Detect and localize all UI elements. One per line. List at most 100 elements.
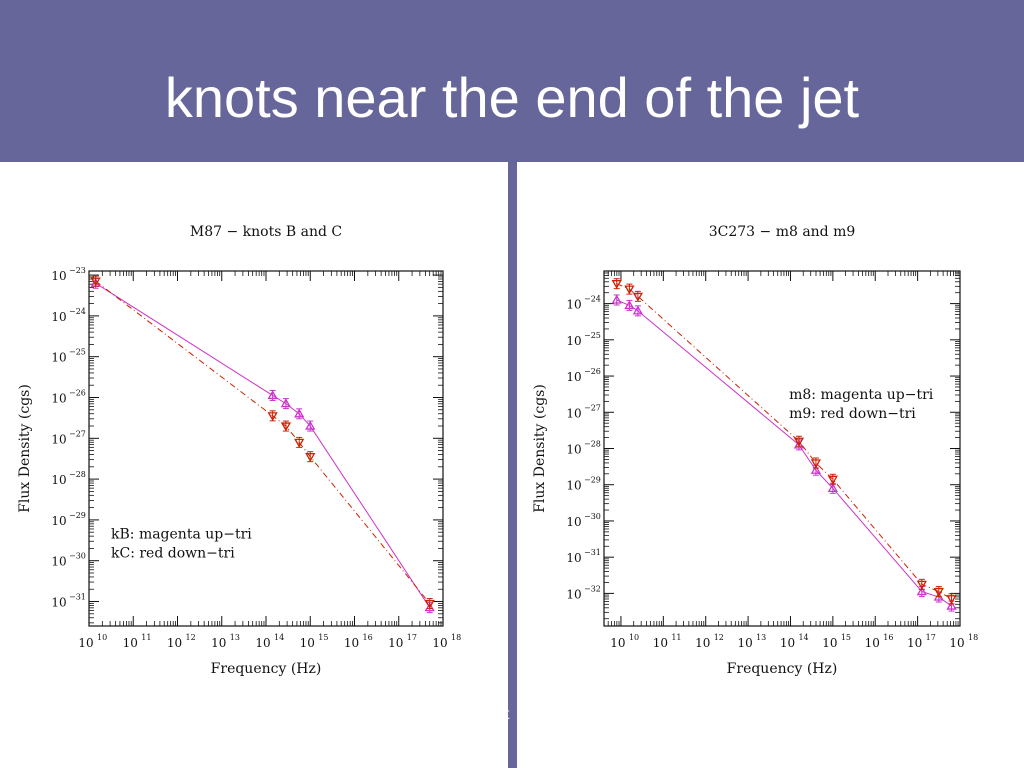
x-tick-label: 10 xyxy=(300,636,315,650)
data-point-down-tri xyxy=(933,587,944,597)
chart-title: 3C273 − m8 and m9 xyxy=(709,224,856,240)
y-tick-exponent: −32 xyxy=(584,584,601,593)
y-tick-label: 10 xyxy=(51,555,66,569)
x-tick-exponent: 11 xyxy=(141,633,151,642)
x-tick-exponent: 13 xyxy=(230,633,240,642)
y-tick-exponent: −29 xyxy=(69,511,86,520)
x-tick-exponent: 14 xyxy=(274,633,284,642)
x-tick-exponent: 12 xyxy=(714,633,724,642)
y-tick-label: 10 xyxy=(566,406,581,420)
data-point-down-tri xyxy=(90,277,101,287)
y-tick-label: 10 xyxy=(566,551,581,565)
slide-title: knots near the end of the jet xyxy=(164,66,860,129)
x-tick-exponent: 18 xyxy=(968,633,978,642)
data-point-up-tri xyxy=(793,439,805,449)
y-tick-label: 10 xyxy=(566,587,581,601)
data-point-up-tri xyxy=(827,483,838,492)
x-tick-label: 10 xyxy=(388,636,403,650)
y-tick-label: 10 xyxy=(51,514,66,528)
data-point-up-tri xyxy=(611,294,622,304)
x-tick-exponent: 11 xyxy=(671,633,681,642)
y-tick-exponent: −26 xyxy=(69,388,86,397)
x-tick-label: 10 xyxy=(737,636,752,650)
x-tick-label: 10 xyxy=(653,636,668,650)
x-tick-exponent: 13 xyxy=(756,633,766,642)
x-tick-label: 10 xyxy=(865,636,880,650)
x-tick-label: 10 xyxy=(167,636,182,650)
y-tick-exponent: −28 xyxy=(584,440,601,449)
y-tick-exponent: −31 xyxy=(584,548,601,557)
data-point-up-tri xyxy=(280,398,292,408)
y-axis-label: Flux Density (cgs) xyxy=(532,384,548,513)
x-tick-label: 10 xyxy=(949,636,964,650)
data-point-down-tri xyxy=(827,475,838,485)
series-line-1 xyxy=(95,280,431,604)
x-tick-exponent: 18 xyxy=(451,633,461,642)
x-tick-label: 10 xyxy=(344,636,359,650)
data-point-down-tri xyxy=(946,595,957,605)
data-point-down-tri xyxy=(916,580,927,590)
x-tick-exponent: 17 xyxy=(407,633,417,642)
x-axis-label: Frequency (Hz) xyxy=(211,661,322,677)
data-point-down-tri xyxy=(624,285,635,295)
x-tick-exponent: 17 xyxy=(926,633,936,642)
y-tick-label: 10 xyxy=(51,391,66,405)
y-tick-label: 10 xyxy=(51,351,66,365)
series-line-0 xyxy=(95,282,431,608)
y-axis-label: Flux Density (cgs) xyxy=(17,384,33,513)
legend-entry: kC: red down−tri xyxy=(111,545,235,561)
x-tick-label: 10 xyxy=(695,636,710,650)
y-tick-exponent: −24 xyxy=(69,307,86,316)
slide-header: knots near the end of the jet xyxy=(0,0,1024,162)
y-tick-label: 10 xyxy=(566,370,581,384)
y-tick-exponent: −28 xyxy=(69,470,86,479)
x-tick-label: 10 xyxy=(432,636,447,650)
m87-knots-chart: M87 − knots B and C10 10 10 11 10 12 10 13 10 14 1… xyxy=(17,224,461,677)
y-tick-exponent: −25 xyxy=(69,348,86,357)
x-tick-exponent: 10 xyxy=(629,633,639,642)
y-tick-exponent: −23 xyxy=(69,266,86,275)
x-tick-label: 10 xyxy=(78,636,93,650)
data-point-down-tri xyxy=(305,453,316,462)
y-tick-label: 10 xyxy=(566,443,581,457)
y-tick-label: 10 xyxy=(51,596,66,610)
x-tick-exponent: 16 xyxy=(363,633,373,642)
x-tick-label: 10 xyxy=(610,636,625,650)
y-tick-label: 10 xyxy=(566,479,581,493)
plot-frame xyxy=(88,270,444,627)
y-tick-exponent: −24 xyxy=(584,295,601,304)
data-point-up-tri xyxy=(632,305,644,315)
data-point-up-tri xyxy=(624,300,635,310)
y-tick-label: 10 xyxy=(566,334,581,348)
x-tick-label: 10 xyxy=(123,636,138,650)
y-tick-label: 10 xyxy=(51,432,66,446)
data-point-up-tri xyxy=(946,600,957,610)
x-tick-exponent: 16 xyxy=(883,633,893,642)
x-tick-exponent: 12 xyxy=(186,633,196,642)
y-tick-label: 10 xyxy=(51,310,66,324)
data-point-down-tri xyxy=(632,292,644,302)
data-point-down-tri xyxy=(267,412,278,422)
series-line-1 xyxy=(616,283,952,600)
legend-entry: m9: red down−tri xyxy=(789,406,916,422)
y-tick-label: 10 xyxy=(566,298,581,312)
y-tick-exponent: −29 xyxy=(584,476,601,485)
x-tick-exponent: 15 xyxy=(841,633,851,642)
x-tick-exponent: 14 xyxy=(798,633,808,642)
y-tick-exponent: −25 xyxy=(584,331,601,340)
x-tick-label: 10 xyxy=(255,636,270,650)
y-tick-label: 10 xyxy=(51,473,66,487)
y-tick-exponent: −30 xyxy=(584,512,601,521)
data-point-up-tri xyxy=(916,586,927,596)
y-tick-label: 10 xyxy=(51,269,66,283)
data-point-down-tri xyxy=(793,437,805,447)
x-tick-exponent: 10 xyxy=(97,633,107,642)
y-tick-exponent: −31 xyxy=(69,593,86,602)
x-tick-label: 10 xyxy=(822,636,837,650)
footer-text: st xyxy=(497,706,510,723)
data-point-up-tri xyxy=(267,390,278,400)
x-tick-label: 10 xyxy=(907,636,922,650)
data-point-down-tri xyxy=(810,459,822,469)
center-divider xyxy=(508,162,517,768)
